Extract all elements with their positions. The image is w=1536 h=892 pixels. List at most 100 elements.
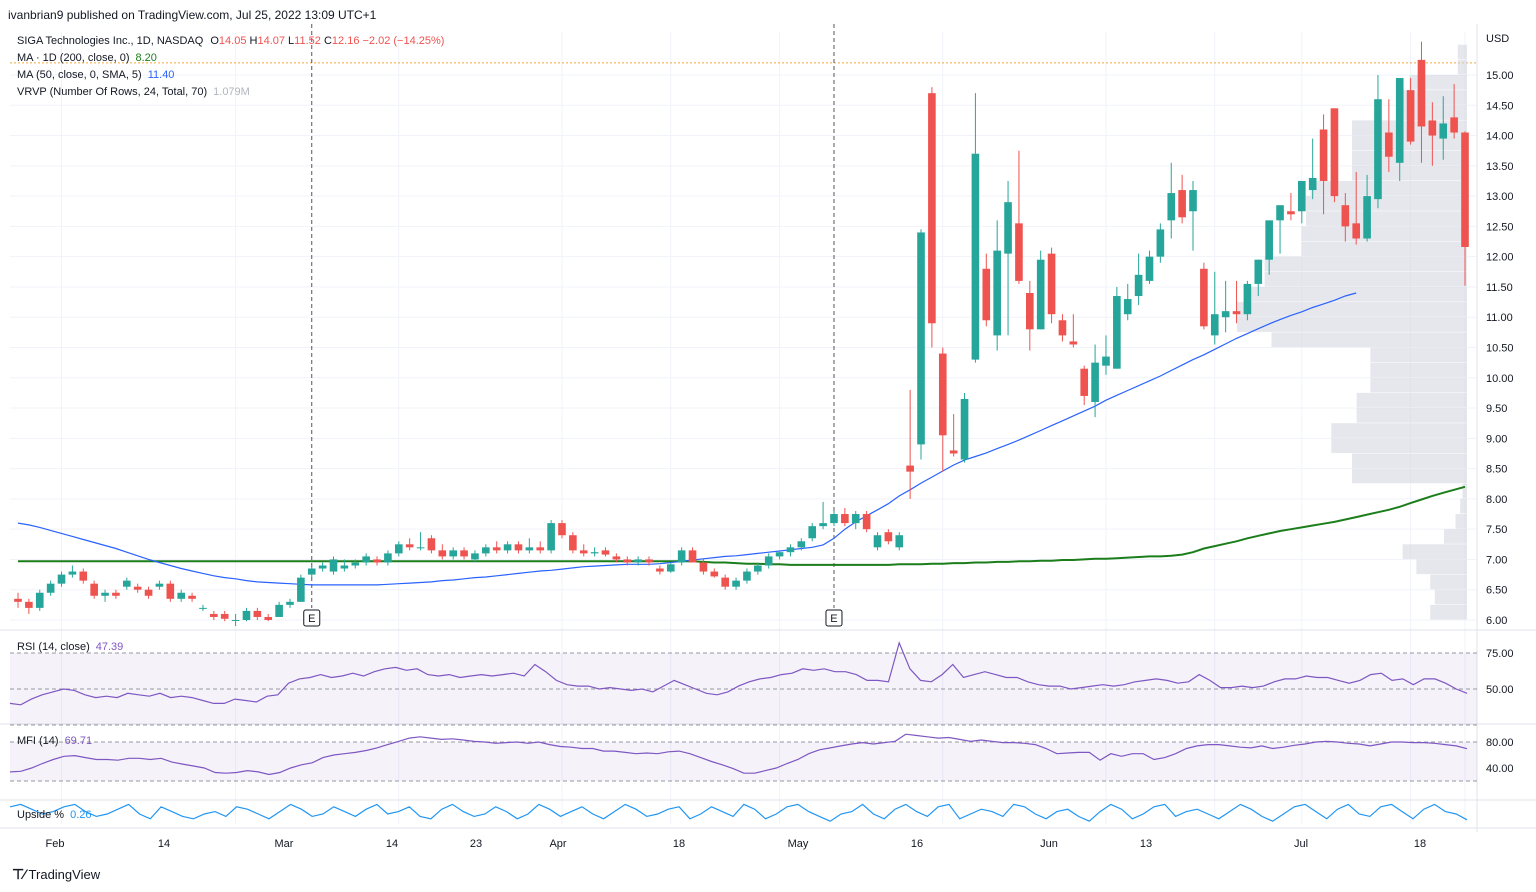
legend-rsi[interactable]: RSI (14, close) 47.39 <box>17 641 123 653</box>
candle-body <box>721 577 729 587</box>
candle-body <box>536 547 545 551</box>
candle-body <box>1385 132 1393 157</box>
candle-body <box>503 544 512 551</box>
candle-body <box>394 544 403 554</box>
time-tick-label: Apr <box>549 838 566 850</box>
volume-profile-bar <box>1271 332 1467 347</box>
candle-body <box>525 547 534 551</box>
candle-body <box>35 592 44 608</box>
candle-body <box>569 535 577 551</box>
candle-body <box>90 583 98 596</box>
volume-profile-bar <box>1457 59 1467 75</box>
tradingview-brand[interactable]: ⊤⁄ TradingView <box>12 866 100 883</box>
candle-body <box>1341 205 1350 227</box>
candle-body <box>1232 311 1241 315</box>
volume-profile-bar <box>1460 498 1467 514</box>
candle-body <box>155 583 164 587</box>
candle-body <box>405 544 414 548</box>
candlesticks <box>14 41 1469 627</box>
candle-body <box>46 583 55 593</box>
candle-body <box>1221 311 1230 318</box>
candle-body <box>133 586 142 590</box>
upside-path <box>9 803 1468 822</box>
candle-body <box>841 514 849 524</box>
earnings-marker[interactable] <box>825 609 843 627</box>
rsi-tick-label: 75.00 <box>1486 648 1514 660</box>
vrvp-label: VRVP (Number Of Rows, 24, Total, 70) <box>17 86 208 98</box>
vrvp-value: 1.079M <box>213 86 250 98</box>
volume-profile-bar <box>1352 150 1467 166</box>
time-tick-label: 13 <box>1140 838 1152 850</box>
time-tick-label: 18 <box>1414 838 1426 850</box>
candle-body <box>1297 180 1306 212</box>
candle-body <box>590 552 599 554</box>
mfi-tick-label: 80.00 <box>1486 737 1514 749</box>
candle-body <box>188 595 196 599</box>
candle-body <box>231 620 240 621</box>
rsi-value: 47.39 <box>95 641 124 653</box>
candle-body <box>1036 259 1045 330</box>
candle-body <box>1145 256 1154 281</box>
candle-body <box>1102 356 1110 366</box>
candle-body <box>1254 259 1263 284</box>
upside-label: Upside % <box>17 809 65 821</box>
time-tick-label: Jun <box>1040 838 1058 850</box>
candle-body <box>579 550 588 554</box>
legend-ma200[interactable]: MA · 1D (200, close, 0) 8.20 <box>17 52 157 64</box>
candle-body <box>253 610 262 617</box>
ma50-path <box>17 292 1357 586</box>
legend-ma50[interactable]: MA (50, close, 0, SMA, 5) 11.40 <box>17 69 174 81</box>
candle-body <box>492 547 501 551</box>
volume-profile-bar <box>1430 574 1467 590</box>
rsi-pane: 75.00 50.00 <box>9 641 1514 726</box>
candle-body <box>57 574 66 584</box>
candle-body <box>1069 341 1078 345</box>
candle-body <box>1123 299 1132 315</box>
candle-body <box>884 532 893 542</box>
upside-pane <box>9 803 1468 822</box>
earnings-marker[interactable] <box>303 609 321 627</box>
candle-body <box>1113 296 1121 369</box>
ma200-line <box>18 485 1466 566</box>
legend-vrvp[interactable]: VRVP (Number Of Rows, 24, Total, 70) 1.07… <box>17 86 250 98</box>
legend-symbol[interactable]: SIGA Technologies Inc., 1D, NASDAQ O14.0… <box>17 35 444 47</box>
candle-body <box>645 559 653 563</box>
candle-body <box>177 592 186 599</box>
candle-body <box>1461 132 1469 247</box>
volume-profile-bar <box>1352 468 1467 484</box>
ma200-label: MA · 1D (200, close, 0) <box>17 52 130 64</box>
ohlc-close-label: C <box>323 35 332 47</box>
candle-body <box>732 580 740 587</box>
earnings-marker-label: E <box>830 613 837 625</box>
ohlc-high: 14.07 <box>257 35 285 47</box>
candle-body <box>220 613 229 619</box>
candle-body <box>471 553 479 560</box>
candle-body <box>242 610 251 620</box>
candle-body <box>112 592 120 596</box>
volume-profile-bar <box>1457 44 1467 60</box>
legend-upside[interactable]: Upside % 0.26 <box>17 809 92 821</box>
price-tick-label: 6.50 <box>1486 585 1507 597</box>
ohlc-high-label: H <box>249 35 258 47</box>
candle-body <box>1363 196 1371 239</box>
candle-body <box>122 580 131 587</box>
volume-profile-bar <box>1264 271 1467 287</box>
candle-body <box>1428 120 1437 136</box>
volume-profile-bar <box>1402 544 1467 559</box>
candle-body <box>1439 123 1448 139</box>
mfi-label: MFI (14) <box>17 735 59 747</box>
candle-body <box>851 514 860 524</box>
candle-body <box>384 553 392 563</box>
price-tick-label: 11.00 <box>1486 312 1513 324</box>
chart-canvas[interactable]: 15.00 14.50 14.00 13.50 13.00 12.50 12.00 11.50… <box>0 24 1536 860</box>
legend-mfi[interactable]: MFI (14) 69.71 <box>17 735 92 747</box>
candle-body <box>819 523 827 527</box>
candle-body <box>612 556 621 560</box>
ma50-label: MA (50, close, 0, SMA, 5) <box>17 69 142 81</box>
candle-body <box>895 535 904 548</box>
ma200-path <box>18 485 1466 566</box>
price-tick-label: 7.00 <box>1486 554 1507 566</box>
price-tick-label: 9.50 <box>1486 403 1507 415</box>
candle-body <box>25 601 33 608</box>
